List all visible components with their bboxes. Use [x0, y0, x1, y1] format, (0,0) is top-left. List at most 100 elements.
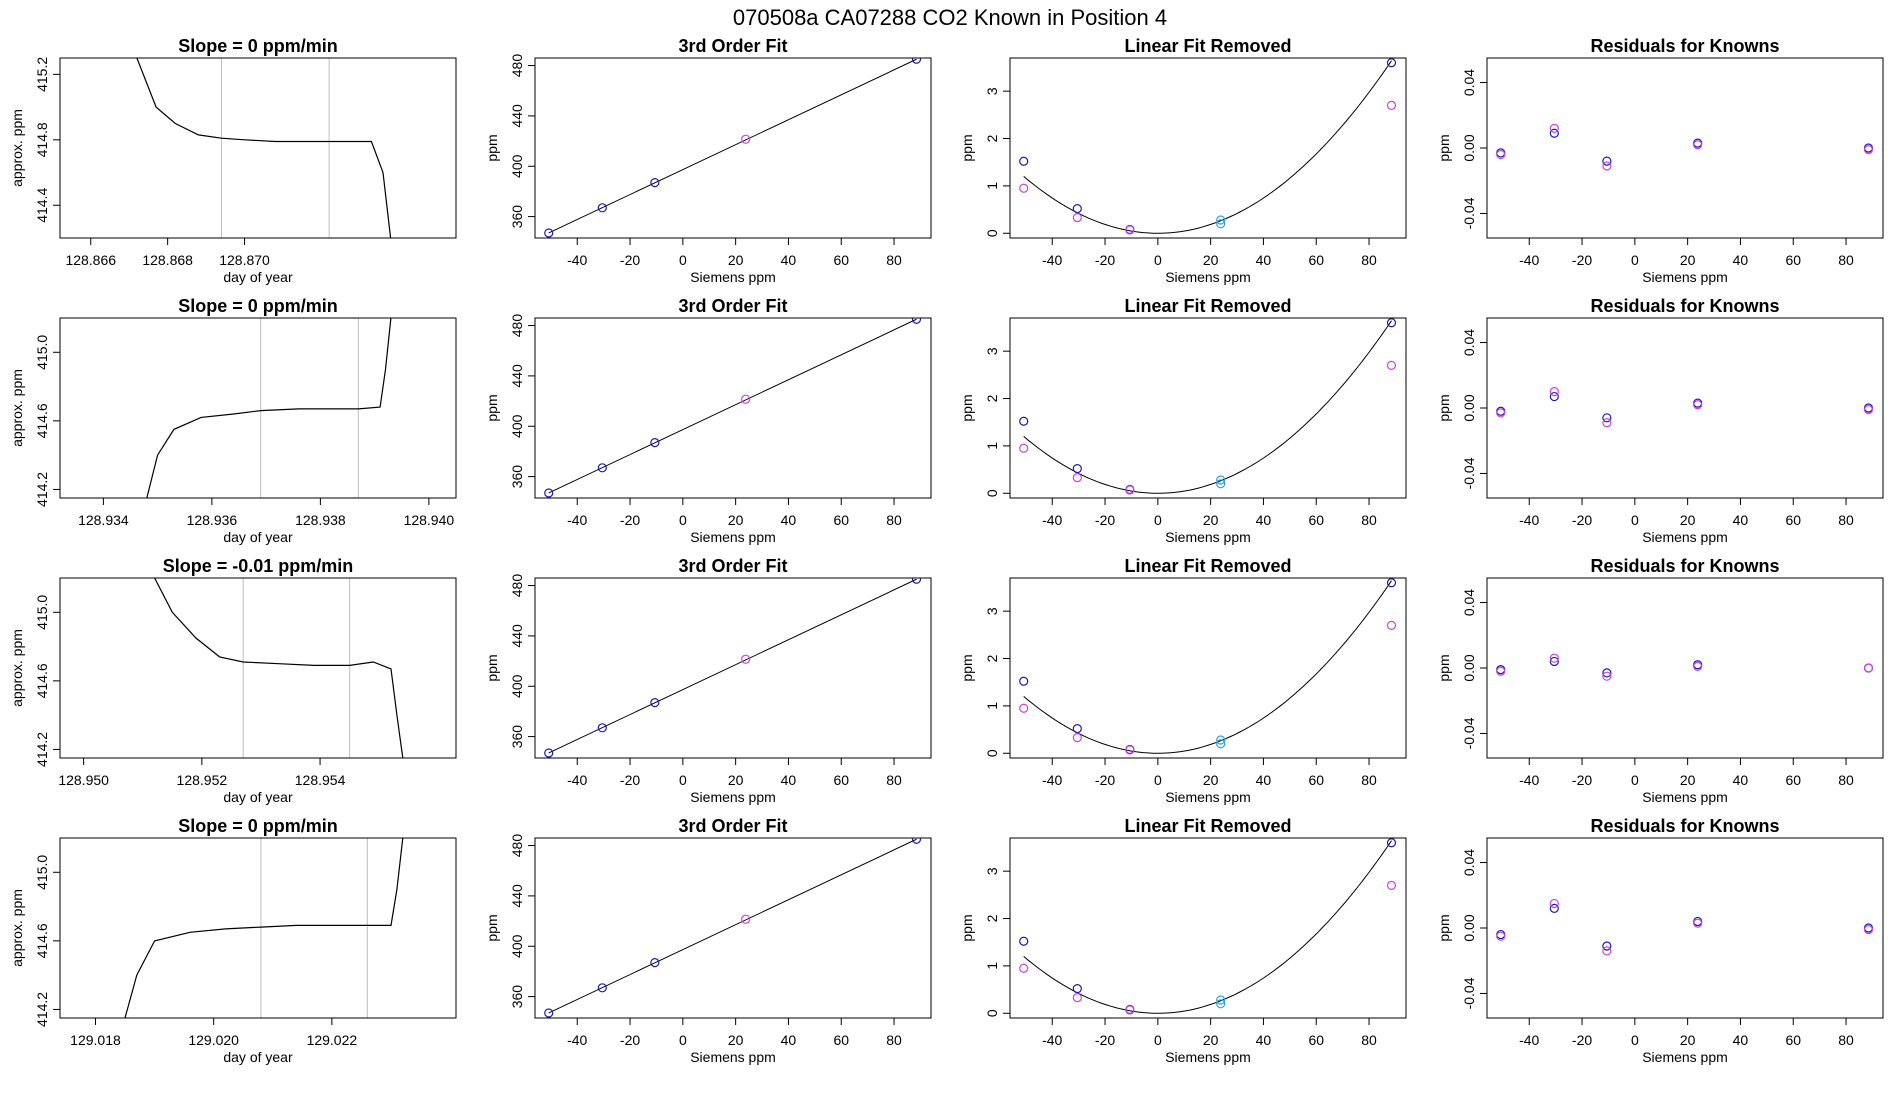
- data-point: [911, 318, 922, 324]
- data-point: [911, 58, 922, 64]
- y-tick-label: 3: [984, 87, 1000, 95]
- data-point: [650, 178, 660, 188]
- plot-frame: [1009, 317, 1407, 499]
- chart-title: Slope = 0 ppm/min: [178, 296, 338, 316]
- chart-panel: Slope = 0 ppm/min 129.018 129.020 129.022 da…: [9, 816, 457, 1065]
- data-point: [1019, 703, 1029, 713]
- x-tick-label: -20: [1095, 772, 1115, 788]
- x-axis-label: Siemens ppm: [690, 1049, 776, 1065]
- data-point: [1549, 123, 1559, 133]
- y-axis-label: approx. ppm: [9, 109, 25, 187]
- plot-frame: [534, 837, 932, 1019]
- data-point: [1549, 898, 1559, 909]
- x-tick-label: 0: [679, 512, 687, 528]
- data-point: [1072, 984, 1082, 994]
- data-point: [1602, 418, 1612, 428]
- x-tick-label: 40: [781, 772, 797, 788]
- y-tick-label: 0.04: [1461, 849, 1477, 876]
- fit-curve: [1023, 580, 1392, 754]
- data-point: [1216, 475, 1226, 485]
- data-point: [1496, 666, 1506, 676]
- y-axis-label: ppm: [1436, 914, 1452, 941]
- x-tick-label: 20: [1203, 512, 1219, 528]
- data-point: [1496, 931, 1506, 941]
- x-tick-label: 0: [1631, 512, 1639, 528]
- x-tick-label: 128.954: [295, 772, 346, 788]
- x-axis-label: day of year: [223, 269, 293, 285]
- data-point: [1386, 620, 1397, 630]
- x-tick-label: 20: [1203, 772, 1219, 788]
- y-tick-label: 414.2: [34, 732, 50, 767]
- x-tick-label: 60: [1785, 1032, 1801, 1048]
- chart-title: Linear Fit Removed: [1124, 36, 1291, 56]
- plot-area: [1496, 123, 1874, 171]
- data-point: [1216, 735, 1226, 745]
- y-tick-label: 480: [509, 314, 525, 338]
- y-tick-label: 3: [984, 347, 1000, 355]
- plot-area: [544, 838, 922, 1018]
- plot-frame: [534, 577, 932, 759]
- x-tick-label: 20: [728, 252, 744, 268]
- chart-title: Residuals for Knowns: [1590, 36, 1779, 56]
- x-tick-label: 0: [679, 1032, 687, 1048]
- x-tick-label: -20: [1095, 252, 1115, 268]
- data-point: [1549, 391, 1559, 402]
- x-tick-label: 0: [679, 772, 687, 788]
- plot-frame: [534, 57, 932, 239]
- x-tick-label: -40: [1519, 512, 1539, 528]
- x-tick-label: 129.018: [70, 1032, 121, 1048]
- x-tick-label: -40: [567, 512, 587, 528]
- data-point: [1019, 676, 1029, 686]
- data-point: [1863, 925, 1874, 935]
- x-tick-label: -40: [1519, 1032, 1539, 1048]
- data-point: [1693, 918, 1703, 928]
- x-tick-label: 129.020: [188, 1032, 239, 1048]
- chart-panel: Slope = 0 ppm/min 128.866 128.868 128.870da…: [9, 36, 457, 285]
- data-point: [1125, 225, 1135, 235]
- x-tick-label: 40: [1733, 772, 1749, 788]
- chart-panel: Linear Fit Removed-40 -20 0 20 40 60 80Siemens…: [959, 296, 1407, 545]
- data-point: [1549, 128, 1559, 138]
- x-tick-label: -20: [1572, 1032, 1592, 1048]
- x-tick-label: -40: [1042, 1032, 1062, 1048]
- x-axis-label: day of year: [223, 529, 293, 545]
- x-tick-label: 128.938: [295, 512, 346, 528]
- data-point: [1216, 479, 1226, 489]
- x-tick-label: -20: [1095, 512, 1115, 528]
- y-tick-label: 2: [984, 654, 1000, 662]
- y-tick-label: 360: [509, 725, 525, 749]
- y-tick-label: 414.6: [34, 403, 50, 438]
- x-tick-label: 128.868: [142, 252, 193, 268]
- y-axis-label: approx. ppm: [9, 369, 25, 447]
- data-point: [544, 748, 554, 758]
- y-axis-label: ppm: [959, 394, 975, 421]
- chart-panel: 3rd Order Fit -40 -20 0 20 40 60 80 Siemens ppm 3…: [484, 36, 932, 285]
- x-axis-label: Siemens ppm: [1165, 269, 1251, 285]
- x-tick-label: 60: [833, 252, 849, 268]
- data-point: [1693, 400, 1703, 410]
- y-tick-label: 440: [509, 624, 525, 648]
- data-point: [1386, 100, 1397, 110]
- chart-title: Residuals for Knowns: [1590, 296, 1779, 316]
- data-point: [544, 228, 554, 238]
- data-point: [1549, 903, 1559, 913]
- x-tick-label: -40: [1042, 512, 1062, 528]
- plot-frame: [1009, 837, 1407, 1019]
- x-axis-label: day of year: [223, 789, 293, 805]
- data-point: [1072, 724, 1082, 734]
- y-tick-label: 400: [509, 934, 525, 958]
- y-tick-label: 440: [509, 104, 525, 128]
- y-tick-label: 415.0: [34, 855, 50, 890]
- data-point: [1549, 387, 1559, 397]
- y-tick-label: -0.04: [1461, 717, 1477, 749]
- x-tick-label: 20: [1203, 1032, 1219, 1048]
- figure-title: 070508a CA07288 CO2 Known in Position 4: [733, 5, 1167, 30]
- data-point: [1216, 995, 1226, 1005]
- chart-panel: 3rd Order Fit -40 -20 0 20 40 60 80 Siemens ppm 3…: [484, 556, 932, 805]
- x-tick-label: -40: [1042, 772, 1062, 788]
- y-tick-label: 480: [509, 54, 525, 78]
- x-tick-label: 80: [886, 252, 902, 268]
- y-axis-label: ppm: [1436, 654, 1452, 681]
- x-tick-label: -40: [1519, 772, 1539, 788]
- y-tick-label: -0.04: [1461, 977, 1477, 1009]
